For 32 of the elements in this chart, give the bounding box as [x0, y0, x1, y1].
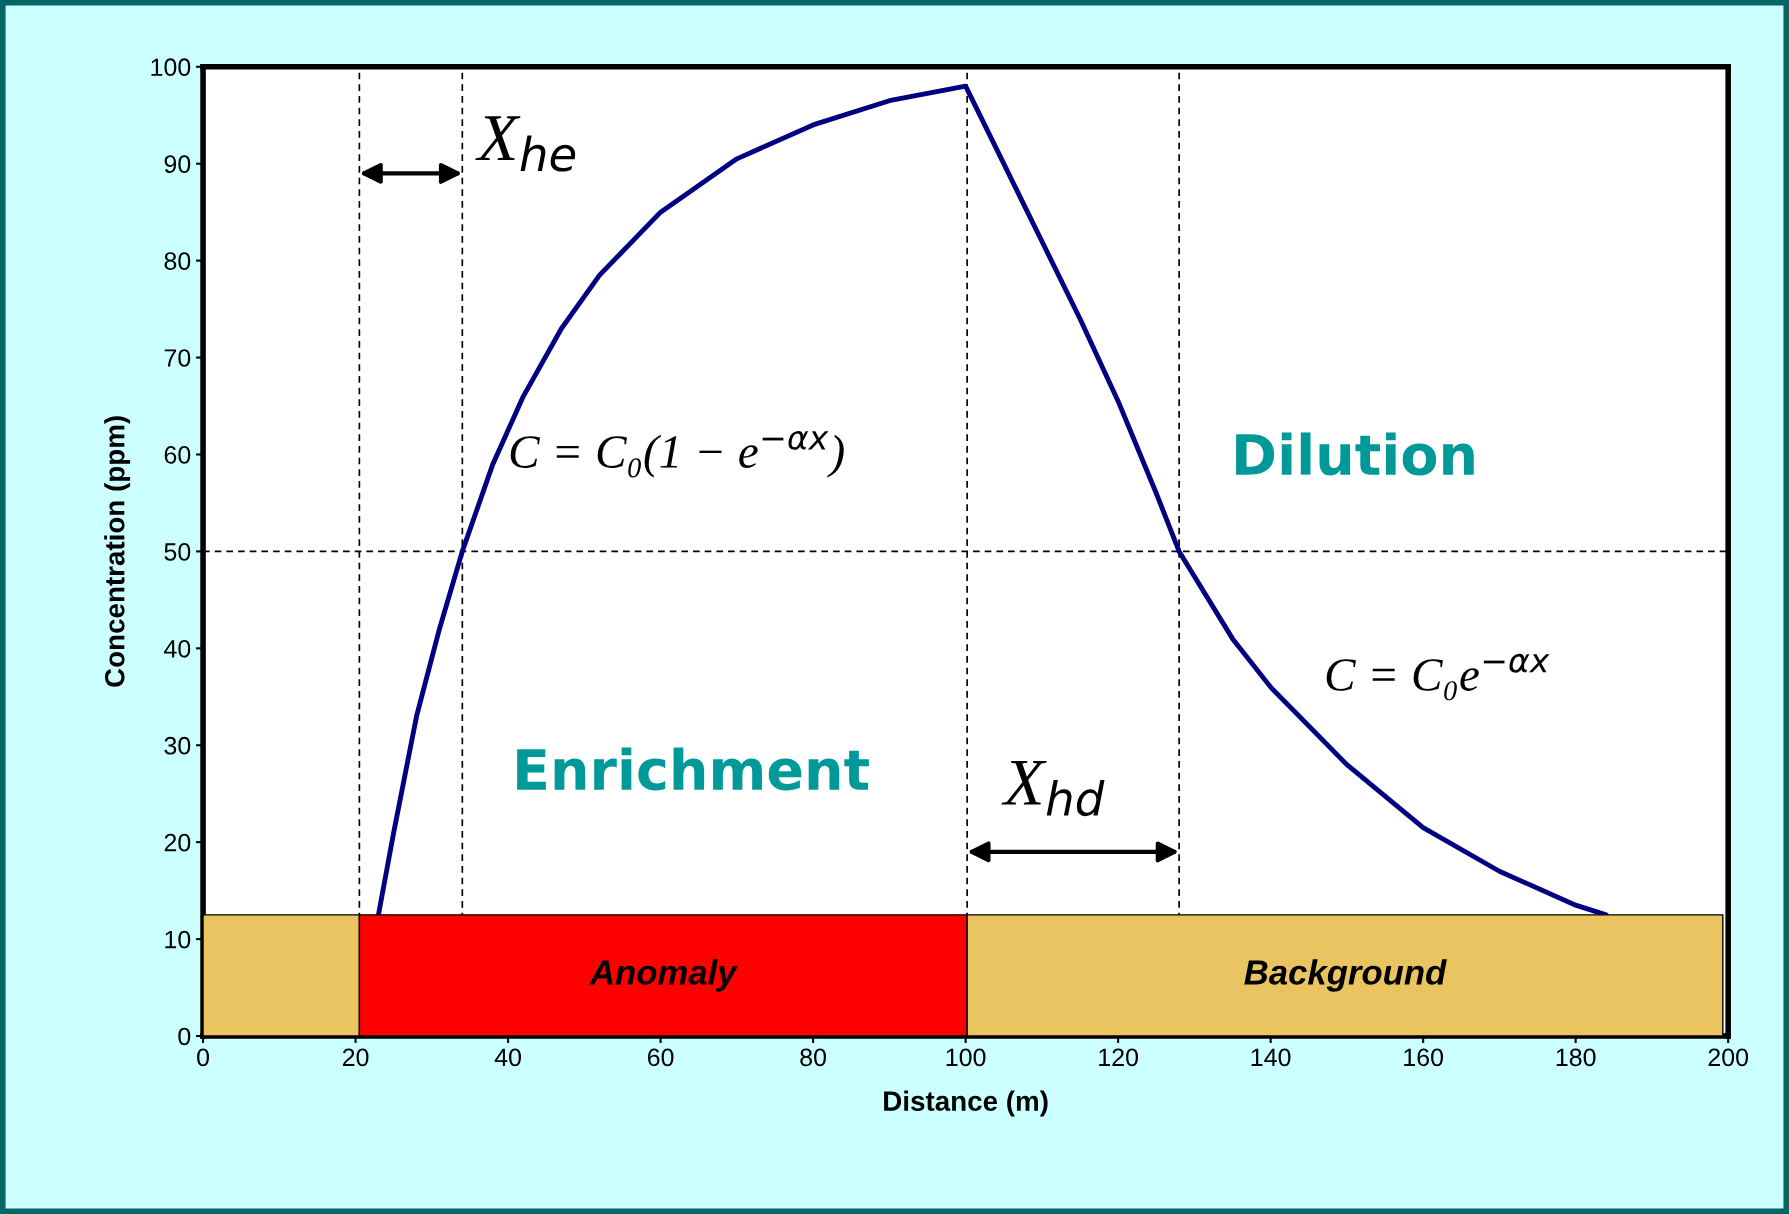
x-tick-label: 140: [1251, 1048, 1291, 1067]
annotation: X$_{he}$: [475, 116, 576, 172]
annotation: Dilution: [1236, 432, 1474, 476]
x-tick-label: 80: [800, 1048, 827, 1067]
annotation: C = C₀e$^{−αx}$: [1326, 653, 1550, 701]
y-tick-label: 80: [164, 252, 191, 270]
x-tick-label: 180: [1556, 1048, 1596, 1067]
y-tick-label: 70: [164, 349, 191, 367]
x-tick-label: 160: [1404, 1048, 1444, 1067]
y-tick-label: 40: [164, 639, 191, 658]
y-tick-label: 20: [164, 833, 191, 852]
y-axis-title: Concentration (ppm): [104, 416, 131, 687]
series-label: Background: [1244, 959, 1447, 992]
series-label: Anomaly: [589, 959, 739, 992]
annotation: X$_{hd}$: [1001, 760, 1105, 817]
y-tick-label: 0: [178, 1027, 191, 1046]
y-tick-label: 90: [164, 155, 191, 173]
annotation: Enrichment: [517, 747, 869, 791]
x-tick-label: 200: [1708, 1048, 1749, 1067]
y-tick-label: 10: [165, 930, 191, 949]
y-tick-label: 60: [164, 446, 191, 464]
x-tick-label: 60: [647, 1048, 674, 1067]
x-tick-label: 20: [342, 1048, 369, 1067]
x-tick-label: 0: [197, 1048, 210, 1067]
x-axis-title: Distance (m): [884, 1090, 1048, 1117]
annotation: C = C₀(1 − e$^{−αx}$): [510, 430, 844, 478]
x-tick-label: 40: [494, 1048, 521, 1067]
y-tick-label: 50: [164, 543, 191, 561]
x-tick-label: 120: [1099, 1048, 1138, 1067]
x-tick-label: 100: [946, 1048, 986, 1067]
y-tick-label: 100: [151, 58, 191, 77]
y-tick-label: 30: [164, 736, 191, 755]
